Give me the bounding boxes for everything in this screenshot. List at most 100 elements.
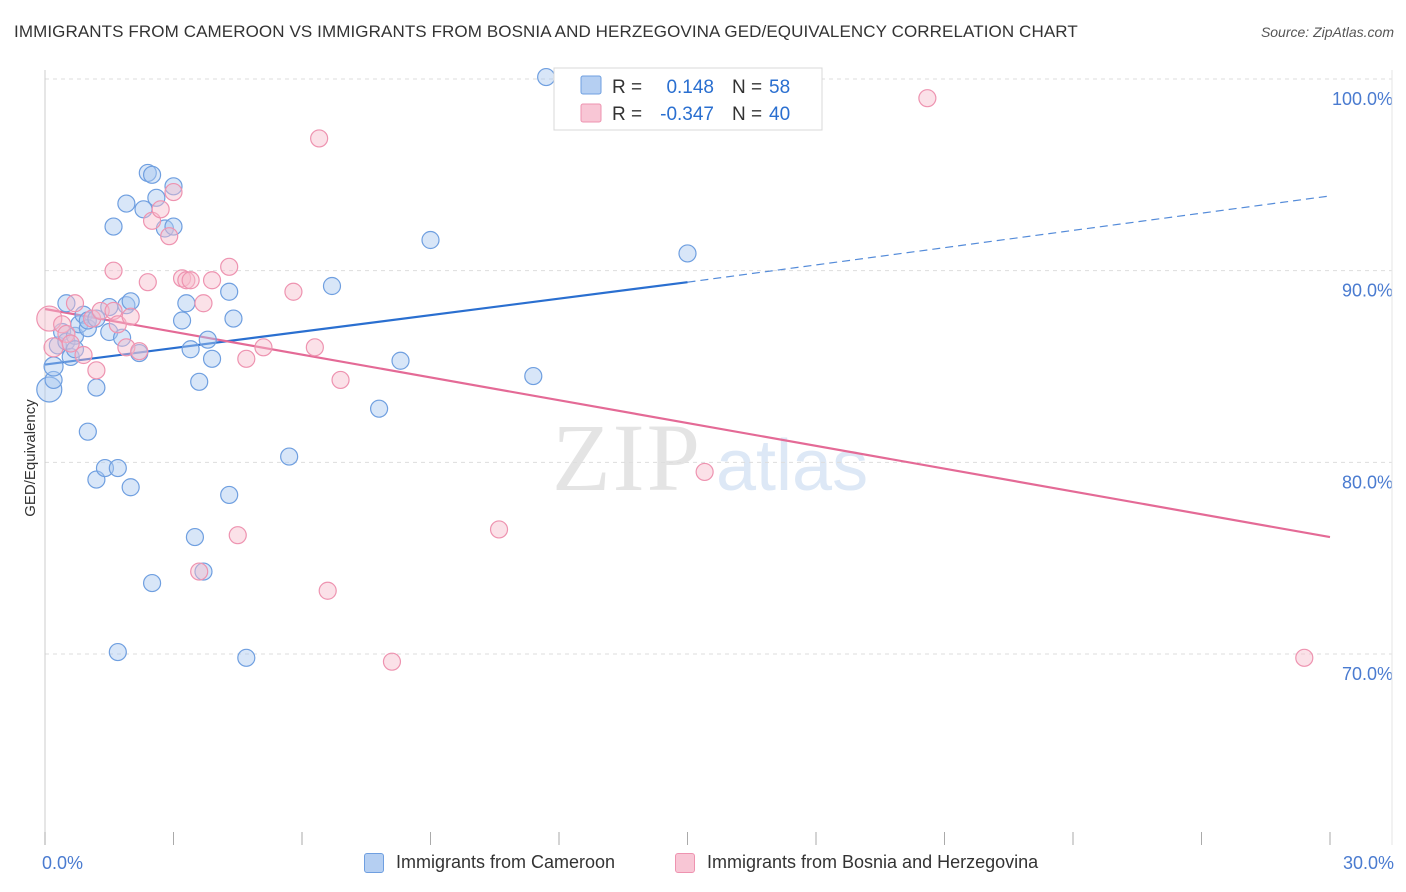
point-bosnia <box>87 361 106 380</box>
point-bosnia <box>1295 648 1314 667</box>
legend-r-label-2: R = <box>612 104 642 125</box>
legend-swatch-bosnia <box>580 103 602 123</box>
point-bosnia <box>57 324 76 344</box>
point-bosnia <box>65 294 85 313</box>
trend-line-cameroon <box>44 281 688 366</box>
point-cameroon <box>190 372 209 391</box>
point-cameroon <box>421 230 440 250</box>
point-bosnia <box>318 581 337 600</box>
point-cameroon <box>198 330 217 349</box>
point-cameroon <box>237 648 256 667</box>
point-bosnia <box>284 282 303 301</box>
point-bosnia <box>130 342 149 361</box>
point-bosnia <box>43 337 64 358</box>
y-tick-label-70: 70.0% <box>1342 664 1393 684</box>
point-bosnia <box>254 338 273 357</box>
watermark-zip: ZIP <box>552 404 702 511</box>
point-cameroon <box>194 562 213 581</box>
legend-swatch-cameroon-bottom <box>364 852 384 873</box>
point-cameroon <box>108 642 127 662</box>
point-bosnia <box>160 227 179 246</box>
series-legend: Immigrants from Cameroon Immigrants from… <box>0 850 1406 880</box>
point-bosnia <box>53 315 72 334</box>
point-cameroon <box>177 294 196 313</box>
y-axis-label: GED/Equivalency <box>22 399 39 517</box>
legend-n-label-2: N = <box>732 104 762 125</box>
legend-r-label-1: R = <box>612 77 642 98</box>
point-bosnia <box>695 462 714 482</box>
legend-n-value-2: 40 <box>769 104 790 125</box>
trend-lines <box>44 195 1331 539</box>
y-tick-label-100: 100.0% <box>1332 89 1393 109</box>
point-bosnia <box>237 349 256 368</box>
point-cameroon <box>108 458 127 478</box>
point-bosnia <box>382 652 402 671</box>
point-cameroon <box>524 366 543 386</box>
legend-n-label-1: N = <box>732 77 762 98</box>
point-cameroon <box>44 370 63 390</box>
point-cameroon <box>220 282 239 301</box>
correlation-legend: R = 0.148 N = 58 R = -0.347 N = 40 <box>553 67 823 131</box>
point-cameroon <box>280 447 299 466</box>
point-bosnia <box>121 307 140 326</box>
point-cameroon <box>164 177 183 196</box>
legend-n-value-1: 58 <box>769 77 790 98</box>
point-bosnia <box>194 294 213 313</box>
watermark-atlas: atlas <box>716 426 868 506</box>
point-cameroon <box>142 165 162 184</box>
point-bosnia <box>918 89 937 108</box>
source-credit: Source: ZipAtlas.com <box>1260 24 1394 40</box>
point-bosnia <box>202 271 222 290</box>
point-cameroon <box>121 292 140 311</box>
point-cameroon <box>185 527 205 547</box>
point-bosnia <box>305 338 324 357</box>
point-cameroon <box>322 276 342 296</box>
legend-swatch-bosnia-bottom <box>675 852 695 873</box>
point-cameroon <box>164 217 183 236</box>
point-cameroon <box>172 311 192 330</box>
point-cameroon <box>87 378 106 397</box>
point-bosnia <box>36 305 63 332</box>
gridlines <box>45 78 1392 655</box>
y-tick-label-90: 90.0% <box>1342 281 1393 301</box>
y-tick-label-80: 80.0% <box>1342 472 1393 492</box>
legend-swatch-cameroon <box>580 75 602 95</box>
point-bosnia <box>104 261 123 280</box>
point-bosnia <box>331 370 350 390</box>
point-cameroon <box>537 67 556 87</box>
point-cameroon <box>370 399 389 418</box>
point-cameroon <box>117 194 136 213</box>
point-cameroon <box>43 356 64 377</box>
legend-r-value-1: 0.148 <box>666 77 714 98</box>
point-cameroon <box>95 458 115 478</box>
scatter-points <box>36 67 1314 671</box>
point-bosnia <box>91 301 110 321</box>
x-tick-label-0: 0.0% <box>42 853 83 873</box>
point-bosnia <box>61 334 80 353</box>
point-cameroon <box>147 188 166 207</box>
point-cameroon <box>112 328 132 347</box>
point-cameroon <box>121 478 140 497</box>
point-bosnia <box>74 345 93 365</box>
legend-r-value-2: -0.347 <box>660 104 714 125</box>
legend-item-bosnia: Immigrants from Bosnia and Herzegovina <box>675 852 1038 873</box>
chart-title: IMMIGRANTS FROM CAMEROON VS IMMIGRANTS F… <box>14 22 1078 41</box>
point-cameroon <box>224 309 243 328</box>
legend-label-bosnia: Immigrants from Bosnia and Herzegovina <box>707 852 1039 872</box>
point-bosnia <box>489 520 509 539</box>
point-cameroon <box>391 351 410 370</box>
point-bosnia <box>164 182 183 202</box>
point-bosnia <box>181 271 200 290</box>
point-cameroon <box>36 376 63 403</box>
legend-item-cameroon: Immigrants from Cameroon <box>364 852 615 873</box>
point-cameroon <box>142 573 162 593</box>
point-cameroon <box>78 422 97 441</box>
point-bosnia <box>220 257 239 276</box>
point-bosnia <box>190 562 209 581</box>
point-bosnia <box>228 526 247 545</box>
legend-label-cameroon: Immigrants from Cameroon <box>396 852 616 872</box>
point-bosnia <box>177 271 196 290</box>
point-cameroon <box>202 349 222 368</box>
point-bosnia <box>138 273 157 292</box>
